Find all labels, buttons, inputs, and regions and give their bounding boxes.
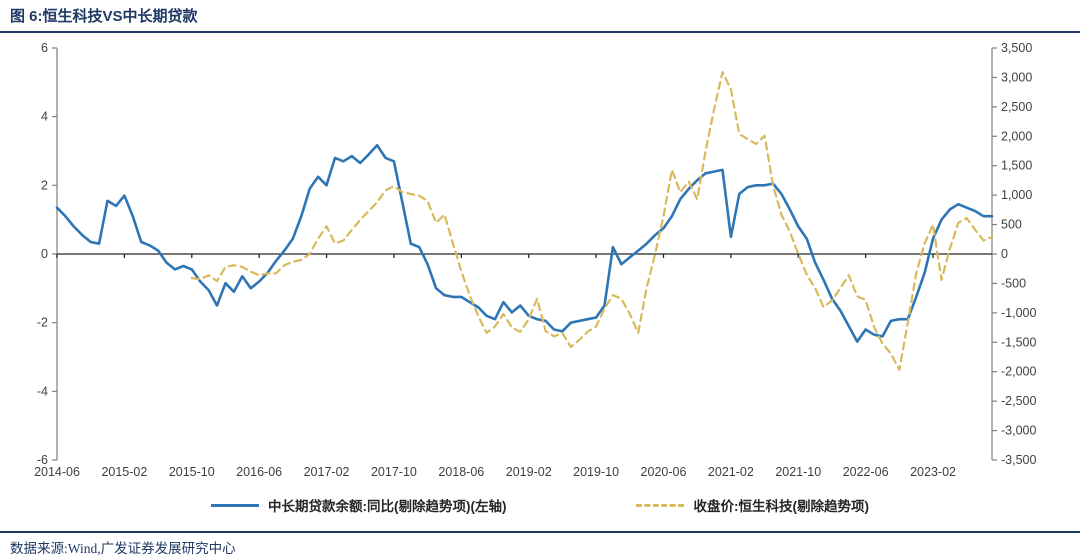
hstech-series-line: [190, 70, 994, 371]
right-axis-tick-label: 0: [1001, 247, 1008, 261]
legend-item-loan: 中长期贷款余额:同比(剔除趋势项)(左轴): [211, 495, 506, 515]
x-axis-tick-label: 2017-02: [304, 465, 350, 479]
right-axis-tick-label: 1,000: [1001, 188, 1032, 202]
x-axis-tick-label: 2019-10: [573, 465, 619, 479]
right-axis-tick-label: -3,000: [1001, 424, 1036, 438]
right-axis-tick-label: 2,500: [1001, 100, 1032, 114]
x-axis-tick-label: 2015-02: [101, 465, 147, 479]
left-axis-tick-label: -2: [37, 316, 48, 330]
legend-label-hstech: 收盘价:恒生科技(剔除趋势项): [693, 499, 869, 514]
left-axis-tick-label: -4: [37, 384, 48, 398]
x-axis-tick-label: 2023-02: [910, 465, 956, 479]
right-axis-tick-label: -2,500: [1001, 394, 1036, 408]
right-axis-tick-label: 3,000: [1001, 70, 1032, 84]
x-axis-tick-label: 2018-06: [438, 465, 484, 479]
x-axis-tick-label: 2016-06: [236, 465, 282, 479]
line-chart: 6 4 2 0 -2 -4 -6 3,500 3,000 2,500 2,000 1,500 1,000…: [34, 41, 1036, 479]
right-axis-tick-label: 2,000: [1001, 129, 1032, 143]
loan-series-line: [55, 143, 994, 343]
x-axis-tick-label: 2019-02: [506, 465, 552, 479]
x-axis-tick-label: 2015-10: [169, 465, 215, 479]
right-axis-tick-label: -1,000: [1001, 306, 1036, 320]
left-axis-tick-label: 0: [41, 247, 48, 261]
left-axis-tick-label: 4: [41, 110, 48, 124]
data-source: 数据来源:Wind,广发证券发展研究中心: [10, 541, 236, 556]
legend-label-loan: 中长期贷款余额:同比(剔除趋势项)(左轴): [268, 499, 507, 514]
loan-line-swatch: [211, 503, 259, 507]
x-axis-tick-label: 2021-10: [775, 465, 821, 479]
right-axis-tick-label: -1,500: [1001, 335, 1036, 349]
title-divider: [0, 31, 1080, 33]
right-axis-tick-label: 3,500: [1001, 41, 1032, 55]
legend-item-hstech: 收盘价:恒生科技(剔除趋势项): [636, 495, 869, 515]
left-axis-tick-label: 2: [41, 178, 48, 192]
x-axis-tick-label: 2017-10: [371, 465, 417, 479]
right-axis-tick-label: 500: [1001, 218, 1022, 232]
legend: 中长期贷款余额:同比(剔除趋势项)(左轴) 收盘价:恒生科技(剔除趋势项): [0, 495, 1080, 515]
right-axis-tick-label: -3,500: [1001, 453, 1036, 467]
left-axis-tick-label: 6: [41, 41, 48, 55]
x-axis-tick-label: 2022-06: [843, 465, 889, 479]
x-axis-tick-label: 2014-06: [34, 465, 80, 479]
footer-divider: [0, 531, 1080, 533]
hstech-line-swatch: [636, 503, 685, 507]
x-axis-tick-label: 2020-06: [641, 465, 687, 479]
figure-title: 图 6:恒生科技VS中长期贷款: [10, 8, 198, 25]
right-axis-tick-label: -2,000: [1001, 365, 1036, 379]
left-axis-tick-label: -6: [37, 453, 48, 467]
x-axis-tick-label: 2021-02: [708, 465, 754, 479]
right-axis-tick-label: -500: [1001, 276, 1026, 290]
right-axis-tick-label: 1,500: [1001, 159, 1032, 173]
